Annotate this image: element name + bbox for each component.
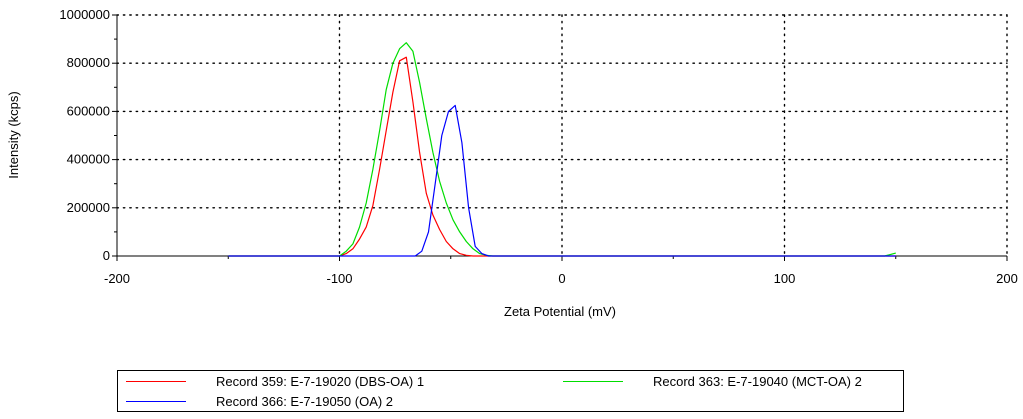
series-line-1: [228, 56, 896, 257]
legend-swatch-series-3: [126, 400, 186, 402]
axis-ticks: 0 200000 400000 600000 800000 1000000 -200 -100…: [59, 7, 1017, 286]
legend: Record 359: E-7-19020 (DBS-OA) 1 Record …: [117, 370, 904, 412]
series-line-2: [228, 42, 896, 257]
legend-item-series-3: Record 366: E-7-19050 (OA) 2: [126, 391, 393, 411]
legend-label-series-2: Record 363: E-7-19040 (MCT-OA) 2: [653, 373, 862, 389]
x-axis-label: Zeta Potential (mV): [504, 304, 616, 319]
y-tick-label-5: 1000000: [59, 7, 110, 22]
legend-swatch-series-2: [563, 380, 623, 382]
x-tick-label-0: -200: [104, 271, 130, 286]
x-tick-label-2: 0: [558, 271, 565, 286]
grid-lines: [116, 14, 1008, 257]
y-tick-label-0: 0: [103, 248, 110, 263]
y-tick-label-1: 200000: [67, 200, 110, 215]
legend-label-series-1: Record 359: E-7-19020 (DBS-OA) 1: [216, 373, 425, 389]
legend-label-series-3: Record 366: E-7-19050 (OA) 2: [216, 393, 394, 409]
x-tick-label-4: 200: [996, 271, 1018, 286]
y-tick-label-4: 800000: [67, 55, 110, 70]
y-axis-label: Intensity (kcps): [6, 91, 21, 178]
legend-item-series-1: Record 359: E-7-19020 (DBS-OA) 1: [126, 371, 424, 391]
x-tick-label-3: 100: [774, 271, 796, 286]
series-line-3: [228, 104, 896, 257]
y-tick-label-3: 600000: [67, 103, 110, 118]
legend-item-series-2: Record 363: E-7-19040 (MCT-OA) 2: [563, 371, 862, 391]
zeta-potential-chart: 0 200000 400000 600000 800000 1000000 -200 -100…: [6, 7, 1018, 319]
y-tick-label-2: 400000: [67, 152, 110, 167]
series-lines: [228, 42, 896, 257]
legend-swatch-series-1: [126, 380, 186, 382]
x-tick-label-1: -100: [326, 271, 352, 286]
